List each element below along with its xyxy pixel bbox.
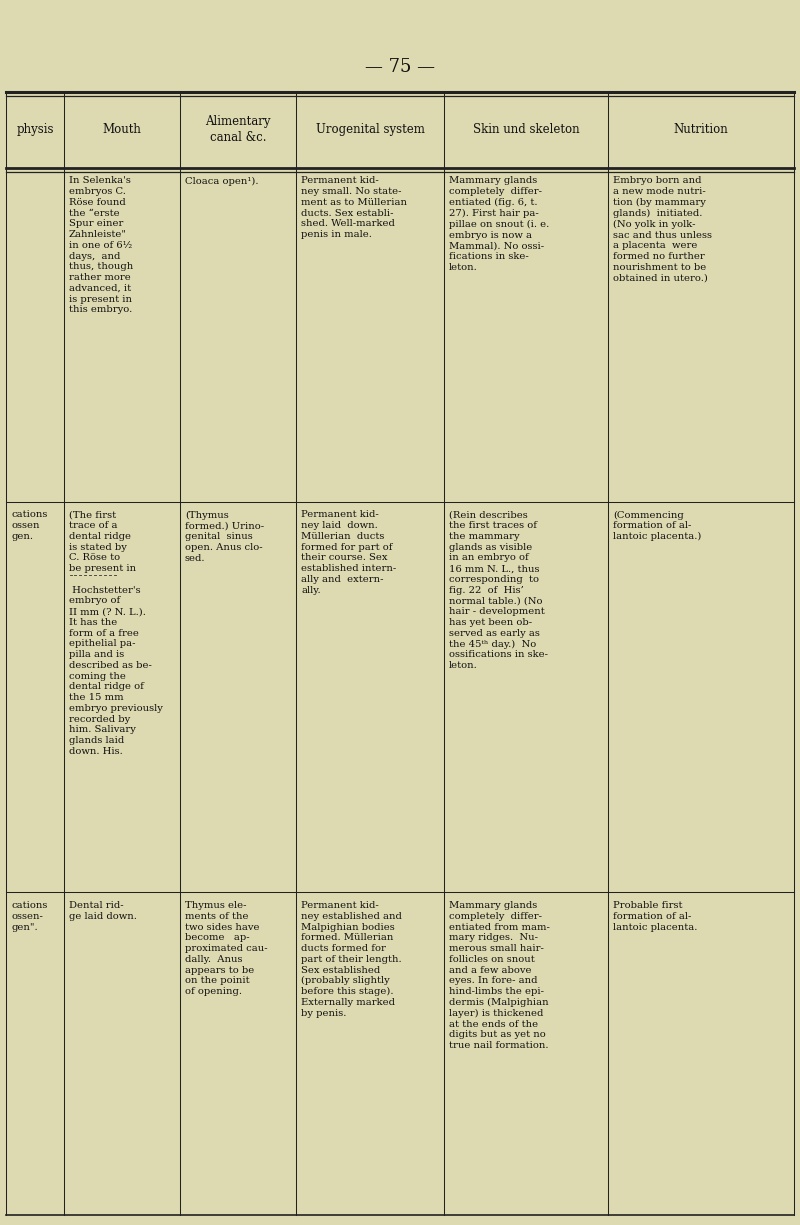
Text: physis: physis xyxy=(16,124,54,136)
Text: Mouth: Mouth xyxy=(102,124,142,136)
Text: Thymus ele-
ments of the
two sides have
become   ap-
proximated cau-
dally.  Anu: Thymus ele- ments of the two sides have … xyxy=(185,902,267,996)
Text: (The first
trace of a
dental ridge
is stated by
C. Röse to
be present in
¯¯¯¯¯¯¯: (The first trace of a dental ridge is st… xyxy=(69,511,162,756)
Text: Urogenital system: Urogenital system xyxy=(316,124,425,136)
Text: Embryo born and
a new mode nutri-
tion (by mammary
glands)  initiated.
(No yolk : Embryo born and a new mode nutri- tion (… xyxy=(613,176,712,283)
Text: Permanent kid-
ney established and
Malpighian bodies
formed. Müllerian
ducts for: Permanent kid- ney established and Malpi… xyxy=(301,902,402,1018)
Text: Mammary glands
completely  differ-
entiated (fig. 6, t.
27). First hair pa-
pill: Mammary glands completely differ- entiat… xyxy=(449,176,549,272)
Text: Mammary glands
completely  differ-
entiated from mam-
mary ridges.  Nu-
merous s: Mammary glands completely differ- entiat… xyxy=(449,902,550,1050)
Text: In Selenka's
embryos C.
Röse found
the “erste
Spur einer
Zahnleiste"
in one of 6: In Selenka's embryos C. Röse found the “… xyxy=(69,176,133,315)
Text: Nutrition: Nutrition xyxy=(674,124,728,136)
Text: Dental rid-
ge laid down.: Dental rid- ge laid down. xyxy=(69,902,136,921)
Text: Skin und skeleton: Skin und skeleton xyxy=(473,124,579,136)
Text: cations
ossen
gen.: cations ossen gen. xyxy=(11,511,47,541)
Text: (Rein describes
the first traces of
the mammary
glands as visible
in an embryo o: (Rein describes the first traces of the … xyxy=(449,511,548,670)
Text: (Thymus
formed.) Urino-
genital  sinus
open. Anus clo-
sed.: (Thymus formed.) Urino- genital sinus op… xyxy=(185,511,264,562)
Text: Permanent kid-
ney small. No state-
ment as to Müllerian
ducts. Sex establi-
she: Permanent kid- ney small. No state- ment… xyxy=(301,176,407,239)
Text: — 75 —: — 75 — xyxy=(365,59,435,76)
Text: Cloaca open¹).: Cloaca open¹). xyxy=(185,176,258,185)
Text: cations
ossen-
gen".: cations ossen- gen". xyxy=(11,902,47,931)
Text: (Commencing
formation of al-
lantoic placenta.): (Commencing formation of al- lantoic pla… xyxy=(613,511,702,541)
Text: Alimentary
canal &c.: Alimentary canal &c. xyxy=(206,115,271,145)
Text: Permanent kid-
ney laid  down.
Müllerian  ducts
formed for part of
their course.: Permanent kid- ney laid down. Müllerian … xyxy=(301,511,396,594)
Text: Probable first
formation of al-
lantoic placenta.: Probable first formation of al- lantoic … xyxy=(613,902,698,931)
